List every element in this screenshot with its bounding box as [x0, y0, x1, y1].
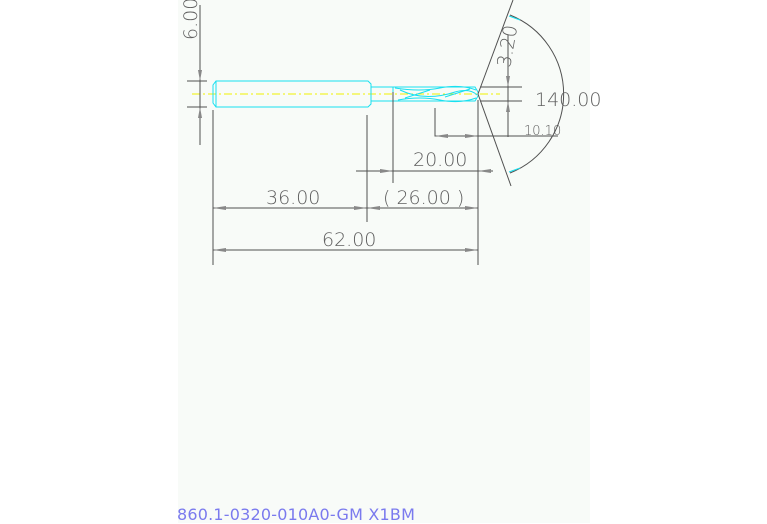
- dim-62-label: 62.00: [322, 229, 376, 251]
- dim-20-label: 20.00: [413, 149, 467, 171]
- part-code: 860.1-0320-010A0-GM X1BM: [177, 505, 416, 524]
- dim-6-label: 6.00: [180, 0, 202, 40]
- dim-36-label: 36.00: [266, 187, 320, 209]
- dim-140-label: 140.00: [535, 89, 601, 111]
- dim-shank-diameter: 6.00: [180, 0, 207, 145]
- dimension-arrows: [198, 70, 510, 252]
- dim-10-label: 10.10: [524, 124, 561, 139]
- dim-26-label: ( 26.00 ): [383, 187, 464, 209]
- dim-3-20-label: 3.20: [493, 23, 522, 68]
